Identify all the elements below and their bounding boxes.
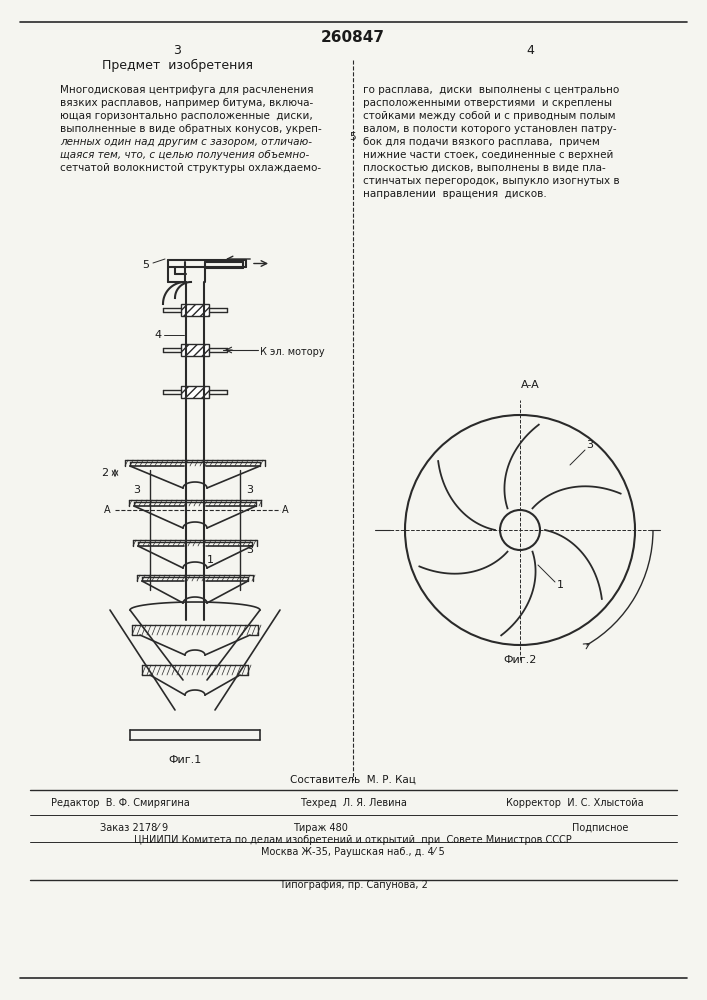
Text: К эл. мотору: К эл. мотору <box>260 347 325 357</box>
Text: нижние части стоек, соединенные с верхней: нижние части стоек, соединенные с верхне… <box>363 150 614 160</box>
Text: ющая горизонтально расположенные  диски,: ющая горизонтально расположенные диски, <box>60 111 312 121</box>
Bar <box>181 344 209 356</box>
Text: ленных один над другим с зазором, отличаю-: ленных один над другим с зазором, отлича… <box>60 137 312 147</box>
Text: Заказ 2178⁄ 9: Заказ 2178⁄ 9 <box>100 823 168 833</box>
Text: Фиг.1: Фиг.1 <box>168 755 201 765</box>
Bar <box>181 304 209 316</box>
Text: A-A: A-A <box>520 380 539 390</box>
Text: стойками между собой и с приводным полым: стойками между собой и с приводным полым <box>363 111 616 121</box>
Text: Корректор  И. С. Хлыстойа: Корректор И. С. Хлыстойа <box>506 798 644 808</box>
Text: Москва Ж-35, Раушская наб., д. 4⁄ 5: Москва Ж-35, Раушская наб., д. 4⁄ 5 <box>261 847 445 857</box>
Text: Техред  Л. Я. Левина: Техред Л. Я. Левина <box>300 798 407 808</box>
Text: 5: 5 <box>143 260 149 270</box>
Text: Типография, пр. Сапунова, 2: Типография, пр. Сапунова, 2 <box>279 880 428 890</box>
Text: Предмет  изобретения: Предмет изобретения <box>102 58 252 72</box>
Text: бок для подачи вязкого расплава,  причем: бок для подачи вязкого расплава, причем <box>363 137 600 147</box>
Text: 3: 3 <box>247 485 254 495</box>
Text: плоскостью дисков, выполнены в виде пла-: плоскостью дисков, выполнены в виде пла- <box>363 163 606 173</box>
Bar <box>181 386 209 398</box>
Text: 3: 3 <box>587 440 593 450</box>
Text: вязких расплавов, например битума, включа-: вязких расплавов, например битума, включ… <box>60 98 313 108</box>
Bar <box>181 304 209 316</box>
Text: стинчатых перегородок, выпукло изогнутых в: стинчатых перегородок, выпукло изогнутых… <box>363 176 619 186</box>
Text: 3: 3 <box>173 43 181 56</box>
Text: Составитель  М. Р. Кац: Составитель М. Р. Кац <box>290 775 416 785</box>
Text: 3: 3 <box>247 545 254 555</box>
Text: расположенными отверстиями  и скреплены: расположенными отверстиями и скреплены <box>363 98 612 108</box>
Text: A: A <box>104 505 110 515</box>
Text: 260847: 260847 <box>321 29 385 44</box>
Bar <box>181 344 209 356</box>
Text: Подписное: Подписное <box>572 823 629 833</box>
Text: 4: 4 <box>154 330 162 340</box>
Text: сетчатой волокнистой структуры охлаждаемо-: сетчатой волокнистой структуры охлаждаем… <box>60 163 321 173</box>
Text: Тираж 480: Тираж 480 <box>293 823 347 833</box>
Text: 5: 5 <box>350 132 356 142</box>
Text: щаяся тем, что, с целью получения объемно-: щаяся тем, что, с целью получения объемн… <box>60 150 309 160</box>
Text: го расплава,  диски  выполнены с центрально: го расплава, диски выполнены с центральн… <box>363 85 619 95</box>
Text: A: A <box>281 505 288 515</box>
Text: 2: 2 <box>101 468 109 478</box>
Text: направлении  вращения  дисков.: направлении вращения дисков. <box>363 189 547 199</box>
Bar <box>181 386 209 398</box>
Text: Фиг.2: Фиг.2 <box>503 655 537 665</box>
Text: выполненные в виде обратных конусов, укреп-: выполненные в виде обратных конусов, укр… <box>60 124 322 134</box>
Text: 4: 4 <box>526 43 534 56</box>
Text: ЦНИИПИ Комитета по делам изобретений и открытий  при  Совете Министров СССР: ЦНИИПИ Комитета по делам изобретений и о… <box>134 835 572 845</box>
Text: Многодисковая центрифуга для расчленения: Многодисковая центрифуга для расчленения <box>60 85 313 95</box>
Text: 3: 3 <box>134 485 141 495</box>
Text: 1: 1 <box>206 555 214 565</box>
Text: валом, в полости которого установлен патру-: валом, в полости которого установлен пат… <box>363 124 617 134</box>
Text: Редактор  В. Ф. Смирягина: Редактор В. Ф. Смирягина <box>51 798 189 808</box>
Text: 1: 1 <box>556 580 563 590</box>
